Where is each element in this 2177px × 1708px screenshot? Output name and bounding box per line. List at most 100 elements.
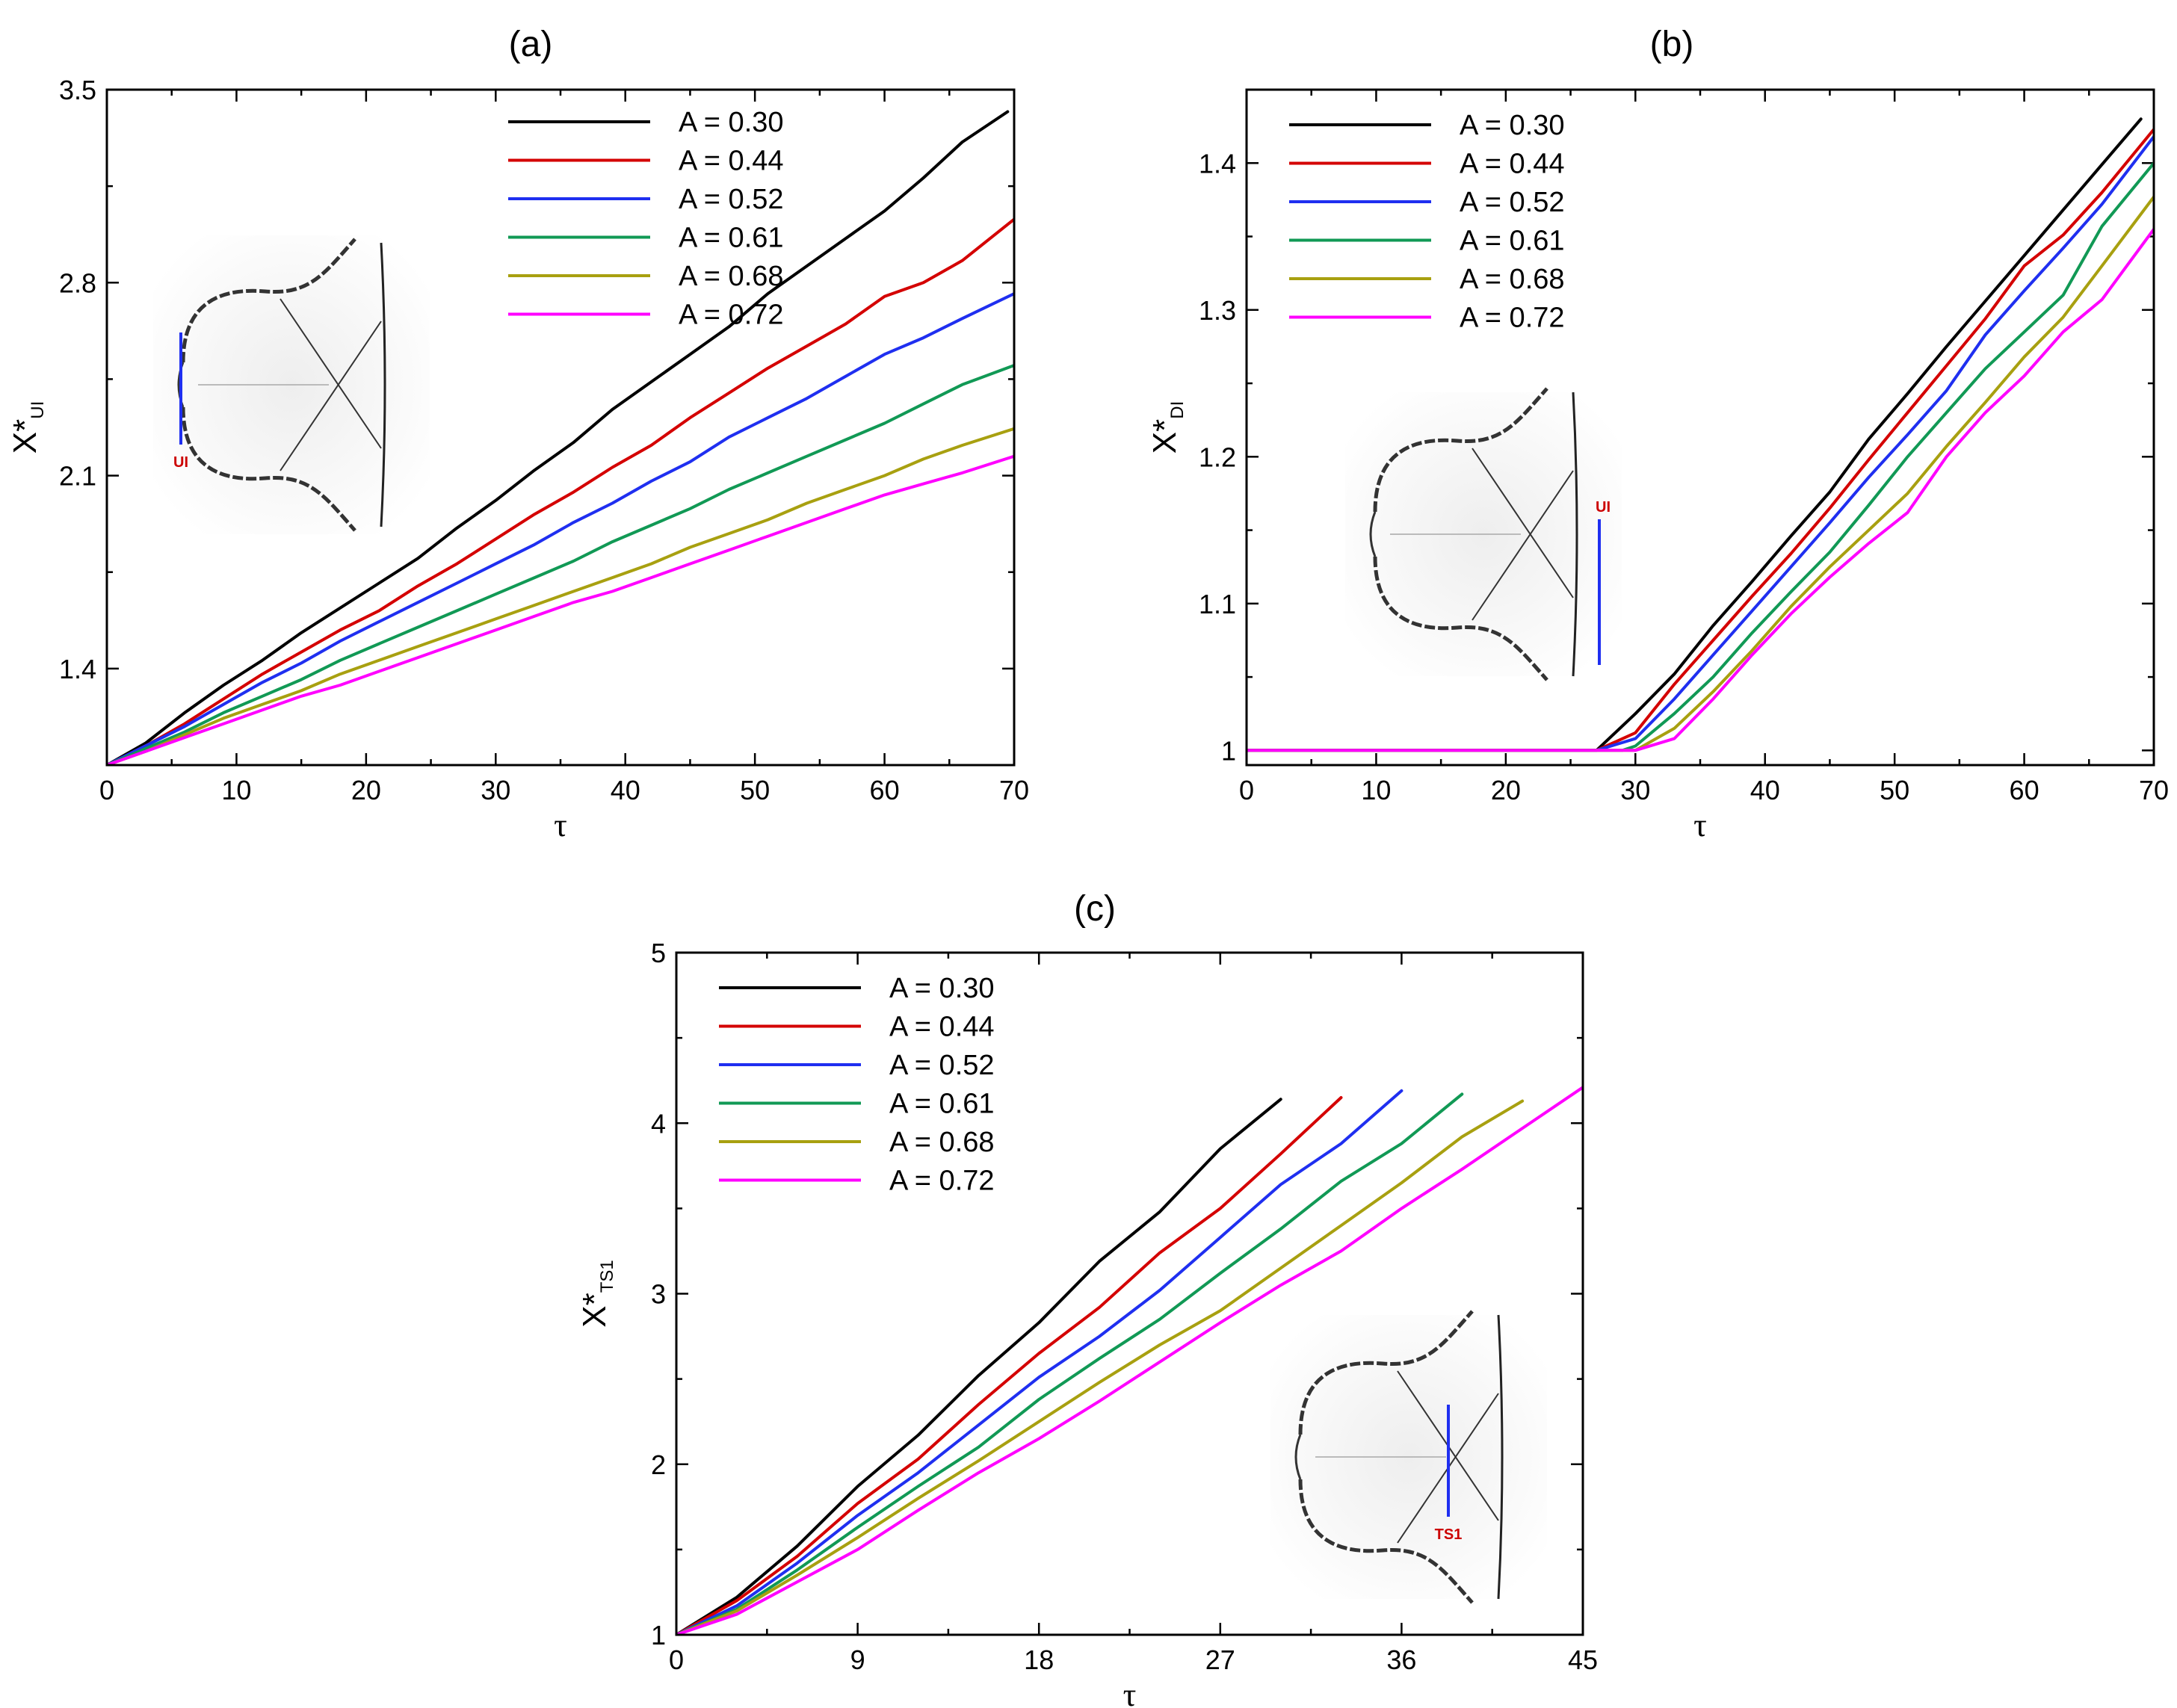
series-line <box>1247 227 2154 752</box>
inset-shock-front <box>1497 1314 1504 1600</box>
x-tick-label: 20 <box>351 775 381 805</box>
x-axis-label: τ <box>1693 807 1707 844</box>
x-tick-label: 27 <box>1205 1644 1235 1675</box>
y-axis-label-main: X* <box>1146 419 1183 454</box>
series-line <box>676 1096 1343 1635</box>
y-tick-label: 2.8 <box>59 267 96 298</box>
legend-label: A = 0.44 <box>1460 149 1565 180</box>
legend-label: A = 0.61 <box>1460 226 1565 257</box>
y-axis-label-main: X* <box>576 1293 613 1327</box>
plot-frame <box>675 951 1584 1636</box>
y-tick-label: 5 <box>651 938 666 968</box>
inset-shock-front <box>380 242 386 527</box>
legend-label: A = 0.68 <box>679 261 784 292</box>
x-axis-label: τ <box>554 807 567 844</box>
series-line <box>107 217 1014 765</box>
x-tick-label: 30 <box>481 775 510 805</box>
inset-shock-line <box>1472 448 1574 598</box>
x-tick-label: 40 <box>1750 775 1780 805</box>
legend-label: A = 0.30 <box>1460 110 1565 141</box>
x-tick-label: 60 <box>2010 775 2039 805</box>
series-line <box>676 1089 1404 1635</box>
plot-frame <box>1245 88 2155 767</box>
series-line <box>1247 195 2154 752</box>
x-tick-label: 40 <box>611 775 640 805</box>
x-tick-label: 50 <box>1880 775 1909 805</box>
legend-label: A = 0.68 <box>1460 264 1565 295</box>
legend-label: A = 0.30 <box>679 107 784 138</box>
inset-shock-line <box>1472 470 1574 621</box>
inset-interface-lower <box>181 406 356 532</box>
x-tick-label: 50 <box>740 775 770 805</box>
y-tick-label: 3.5 <box>59 75 96 105</box>
y-tick-label: 1.4 <box>59 654 96 684</box>
chart-title: (b) <box>1650 25 1694 64</box>
series-group <box>107 110 1014 765</box>
x-tick-label: 70 <box>999 775 1029 805</box>
x-tick-label: 0 <box>99 775 114 805</box>
inset-interface-front <box>1294 1434 1302 1480</box>
inset-marker-label: UI <box>1596 499 1611 516</box>
chart-panel-1: (a)UI0 10 20 30 40 50 60 701.42.12.83.5τX*UIA =… <box>7 25 1029 844</box>
inset-schematic: UI <box>1345 387 1622 681</box>
inset-shock-front <box>1572 392 1578 677</box>
x-tick-label: 45 <box>1568 1644 1598 1675</box>
series-line <box>107 110 1010 765</box>
series-group <box>1247 117 2154 752</box>
legend-label: A = 0.52 <box>889 1050 995 1081</box>
x-tick-label: 18 <box>1024 1644 1054 1675</box>
y-axis-label: X*TS1 <box>576 1260 617 1328</box>
y-tick-label: 1.2 <box>1199 442 1236 472</box>
legend-label: A = 0.72 <box>889 1166 995 1197</box>
inset-shock-line <box>280 321 382 471</box>
inset-marker-label: UI <box>173 454 188 471</box>
series-line <box>1247 134 2154 752</box>
series-line <box>107 427 1014 765</box>
series-group <box>676 1086 1583 1635</box>
y-axis-label: X*UI <box>7 401 48 454</box>
series-line <box>1247 117 2143 752</box>
series-line <box>1247 161 2154 752</box>
plot-frame <box>105 88 1016 767</box>
chart-title: (a) <box>509 25 553 64</box>
inset-interface-front <box>1369 511 1377 557</box>
legend-label: A = 0.72 <box>1460 303 1565 334</box>
chart-panel-2: (b) UI 0 10 20 30 40 50 60 70 1 1.1 1.2 1.3 1.4 τ X*DI A … <box>1146 25 2169 844</box>
legend-label: A = 0.44 <box>889 1012 995 1043</box>
legend-label: A = 0.72 <box>679 300 784 331</box>
y-axis-label-subscript: TS1 <box>597 1260 617 1293</box>
y-tick-label: 1.4 <box>1199 148 1236 179</box>
y-tick-label: 1 <box>651 1620 666 1650</box>
y-tick-label: 3 <box>651 1279 666 1310</box>
legend-label: A = 0.30 <box>889 973 995 1004</box>
x-tick-label: 0 <box>1239 775 1254 805</box>
legend-label: A = 0.68 <box>889 1127 995 1158</box>
inset-schematic: UI <box>153 235 430 534</box>
x-tick-label: 30 <box>1620 775 1650 805</box>
x-tick-label: 20 <box>1491 775 1521 805</box>
inset-interface-lower <box>1373 556 1548 681</box>
y-axis-label-subscript: UI <box>28 401 48 419</box>
y-axis-label-subscript: DI <box>1167 401 1188 419</box>
inset-interface-upper <box>1298 1310 1474 1435</box>
y-axis-label-main: X* <box>7 419 43 454</box>
legend-label: A = 0.61 <box>679 223 784 254</box>
series-line <box>1247 128 2154 752</box>
x-tick-label: 70 <box>2139 775 2169 805</box>
series-line <box>107 454 1014 765</box>
inset-marker-label: TS1 <box>1435 1526 1463 1543</box>
x-tick-label: 60 <box>870 775 900 805</box>
inset-interface-lower <box>1298 1479 1474 1604</box>
inset-schematic: TS1 <box>1270 1310 1547 1604</box>
series-line <box>676 1086 1583 1635</box>
legend-label: A = 0.52 <box>1460 187 1565 218</box>
y-tick-label: 4 <box>651 1108 666 1139</box>
series-line <box>676 1099 1525 1635</box>
legend-label: A = 0.52 <box>679 184 784 215</box>
x-tick-label: 10 <box>1361 775 1391 805</box>
y-tick-label: 1.1 <box>1199 589 1236 619</box>
x-axis-label: τ <box>1123 1677 1137 1708</box>
legend-label: A = 0.44 <box>679 146 784 177</box>
